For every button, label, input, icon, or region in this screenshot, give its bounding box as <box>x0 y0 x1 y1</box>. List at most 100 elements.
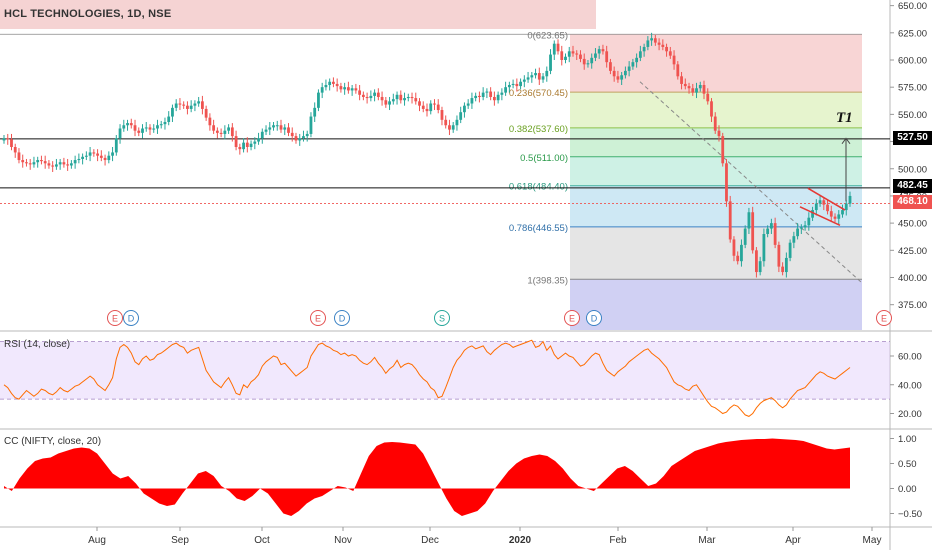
candle-body <box>245 142 249 147</box>
candle-body <box>81 156 85 159</box>
candle-body <box>511 83 515 86</box>
candle-body <box>186 105 189 109</box>
candle-body <box>294 136 298 141</box>
candle-body <box>552 43 556 55</box>
candle-body <box>534 73 537 76</box>
price-tag-last-text: 468.10 <box>897 196 928 207</box>
candle-body <box>571 51 575 54</box>
y-tick-label: 450.00 <box>898 219 927 230</box>
candle-body <box>58 162 62 165</box>
candle-body <box>436 104 440 111</box>
candle-body <box>463 105 466 113</box>
candle-body <box>728 201 732 240</box>
candle-body <box>133 125 137 131</box>
candle-body <box>275 125 279 127</box>
candle-body <box>268 127 272 130</box>
candle-body <box>32 162 36 165</box>
candle-body <box>616 76 620 80</box>
candle-body <box>365 96 369 99</box>
candle-body <box>594 53 597 58</box>
candle-body <box>691 88 695 93</box>
candle-body <box>264 129 268 132</box>
candle-body <box>500 92 504 95</box>
candle-body <box>489 91 493 97</box>
candle-body <box>811 210 814 218</box>
candle-body <box>481 92 485 97</box>
event-marker-label: E <box>881 314 887 324</box>
event-marker <box>434 310 450 326</box>
candle-body <box>403 98 406 101</box>
cc-tick-label: −0.50 <box>898 509 922 520</box>
candle-body <box>665 46 668 52</box>
candle-body <box>702 85 706 94</box>
cc-tick-label: 1.00 <box>898 434 917 445</box>
candle-body <box>601 49 605 52</box>
candle-body <box>803 225 807 228</box>
candle-body <box>736 255 740 262</box>
event-marker <box>107 310 123 326</box>
candle-body <box>193 103 197 106</box>
event-marker <box>876 310 892 326</box>
candle-body <box>388 101 391 105</box>
candle-body <box>459 112 463 120</box>
candle-body <box>212 125 216 131</box>
candle-body <box>440 110 444 120</box>
candle-body <box>609 62 612 71</box>
y-tick-label: 375.00 <box>898 300 927 311</box>
candle-body <box>579 54 582 59</box>
candle-body <box>833 216 837 219</box>
candle-body <box>549 54 552 71</box>
candle-body <box>582 58 586 65</box>
candle-body <box>249 143 253 147</box>
candle-body <box>695 88 698 93</box>
price-tag-last: 468.10 <box>893 195 932 209</box>
candle-body <box>541 76 545 80</box>
candle-body <box>219 132 223 134</box>
candle-body <box>197 101 201 104</box>
candle-body <box>777 244 781 267</box>
candle-body <box>642 46 646 52</box>
event-marker-label: E <box>569 314 575 324</box>
candle-body <box>657 42 661 45</box>
candle-body <box>129 123 133 126</box>
candle-body <box>623 70 627 76</box>
x-tick-label: Mar <box>698 535 716 546</box>
y-tick-label: 500.00 <box>898 164 927 175</box>
candle-body <box>242 142 245 150</box>
cc-tick-label: 0.50 <box>898 459 917 470</box>
candle-body <box>47 163 51 166</box>
candle-body <box>399 94 403 101</box>
candle-body <box>376 92 380 97</box>
title-bar <box>0 0 596 29</box>
candle-body <box>328 81 332 86</box>
fib-label: 0.236(570.45) <box>509 88 568 99</box>
chart-title: HCL TECHNOLOGIES, 1D, NSE <box>4 8 172 20</box>
candle-body <box>230 127 234 137</box>
fib-zone <box>570 127 862 157</box>
candle-body <box>317 92 320 108</box>
y-tick-label: 550.00 <box>898 110 927 121</box>
candle-body <box>672 55 676 65</box>
candle-body <box>332 81 335 84</box>
candle-body <box>661 44 665 47</box>
trend-line <box>639 81 863 284</box>
x-tick-label: Sep <box>171 535 189 546</box>
price-tag-resistance-text: 527.50 <box>897 132 928 143</box>
candle-body <box>69 163 73 166</box>
candle-body <box>343 87 347 90</box>
candle-body <box>373 92 376 96</box>
candle-body <box>747 212 751 229</box>
candle-body <box>410 96 414 99</box>
event-marker <box>586 310 602 326</box>
candle-body <box>43 161 47 164</box>
candle-body <box>433 103 436 105</box>
candle-body <box>496 94 500 101</box>
candle-body <box>200 101 204 109</box>
candle-body <box>653 38 657 43</box>
candle-body <box>96 153 99 156</box>
candle-body <box>507 85 511 88</box>
candle-body <box>781 266 785 273</box>
fib-label: 0.382(537.60) <box>509 124 568 135</box>
fib-label: 0.5(511.00) <box>520 153 568 164</box>
